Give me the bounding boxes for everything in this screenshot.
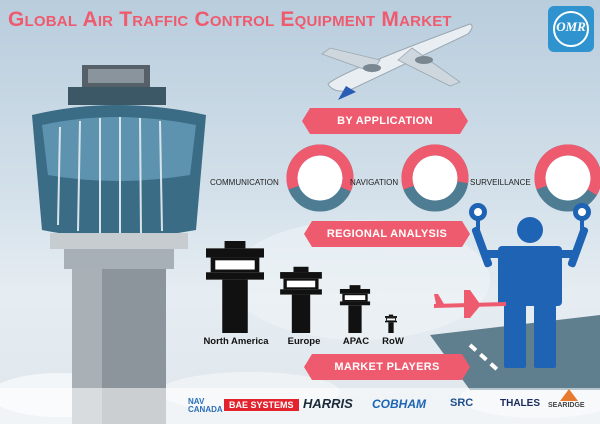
logo-ring-icon [553, 11, 589, 47]
player-bae-systems: BAE SYSTEMS [224, 399, 299, 411]
tower-bar-row [385, 314, 397, 333]
region-label-north-america: North America [203, 336, 269, 347]
tower-bar-north-america [206, 241, 264, 333]
marshaller-figure-illustration [469, 203, 591, 368]
banner-market-players: MARKET PLAYERS [304, 354, 470, 380]
player-nav-canada: NAV CANADA [188, 397, 223, 414]
category-label-surveillance: SURVEILLANCE [470, 178, 531, 187]
donut-segment-surveillance [534, 144, 600, 212]
donut-segment-navigation [401, 144, 469, 212]
application-donut-chart [286, 144, 600, 212]
control-tower-illustration [32, 65, 206, 424]
region-label-europe: Europe [287, 336, 321, 347]
banner-regional-analysis: REGIONAL ANALYSIS [304, 221, 470, 247]
tower-bar-apac [339, 285, 371, 333]
market-players-strip [0, 388, 600, 424]
player-thales: THALES [500, 398, 540, 409]
player-harris: HARRIS [303, 396, 353, 411]
tower-bar-europe [280, 266, 322, 333]
brand-logo: OMR [548, 6, 594, 52]
airplane-illustration [321, 23, 473, 100]
banner-by-application: BY APPLICATION [302, 108, 468, 134]
page-title: Global Air Traffic Control Equipment Mar… [8, 8, 452, 31]
player-cobham: COBHAM [372, 397, 426, 411]
donut-segment-communication [286, 144, 354, 212]
category-label-communication: COMMUNICATION [210, 178, 279, 187]
player-searidge: SEARIDGE [548, 402, 585, 409]
logo-text: OMR [556, 19, 586, 34]
regional-tower-chart [206, 241, 397, 333]
searidge-icon [560, 389, 578, 401]
region-label-apac: APAC [342, 336, 370, 347]
red-plane-icon [434, 290, 506, 318]
region-label-row: RoW [382, 336, 404, 347]
player-src: SRC [450, 397, 474, 409]
category-label-navigation: NAVIGATION [350, 178, 399, 187]
